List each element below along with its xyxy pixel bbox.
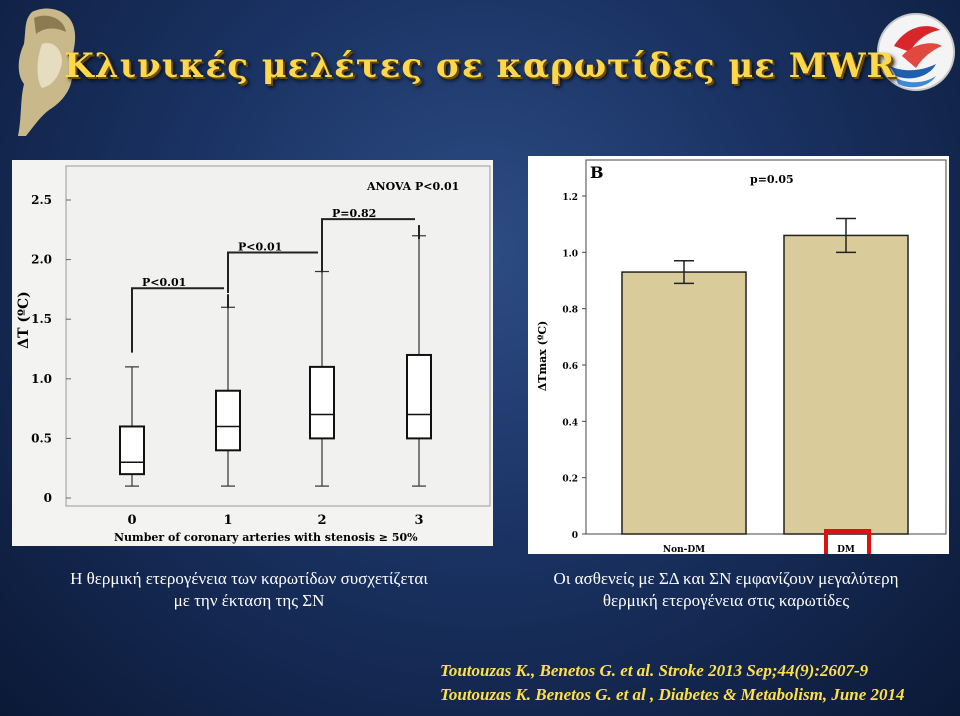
panel-label: B	[590, 163, 604, 182]
slide-title: Κλινικές μελέτες σε καρωτίδες με MWR	[64, 46, 896, 86]
bar-chart: 0 0.2 0.4 0.6 0.8 1.0 1.2 Non-DM DM B p=0.05 ΔT…	[528, 156, 949, 563]
bracket-line	[227, 251, 318, 293]
p-value-label: P=0.82	[332, 207, 376, 220]
box-mark	[309, 270, 335, 487]
x-tick-label: 3	[414, 513, 423, 528]
box-iqr	[215, 389, 241, 452]
boxplot-xlabel: Number of coronary arteries with stenosi…	[114, 531, 418, 544]
y-tick-label: 0.4	[562, 418, 578, 428]
y-tick-label: 2.5	[31, 193, 52, 207]
bracket-line	[131, 287, 224, 353]
bar-svg: 0 0.2 0.4 0.6 0.8 1.0 1.2 Non-DM DM B p=0.05 ΔT…	[536, 159, 947, 563]
x-tick-label: 0	[127, 513, 136, 528]
reference-1: Toutouzas K., Benetos G. et al. Stroke 2…	[440, 661, 869, 680]
boxplot-ylabel: ΔT (ºC)	[16, 291, 32, 349]
caption-right-line-2: θερμική ετερογένεια στις καρωτίδες	[602, 591, 850, 610]
box-iqr	[119, 425, 145, 476]
y-tick-label: 0	[572, 531, 578, 541]
x-tick-label: Non-DM	[663, 545, 705, 554]
x-tick-label: DM	[837, 545, 855, 554]
y-tick-label: 2.0	[31, 253, 52, 267]
box-mark	[406, 235, 432, 487]
p-value-label: P<0.01	[142, 276, 186, 289]
reference-2: Toutouzas K. Benetos G. et al , Diabetes…	[440, 685, 905, 704]
anova-annotation: ANOVA P<0.01	[366, 180, 459, 193]
bar	[783, 234, 909, 535]
y-tick-label: 0.6	[562, 362, 578, 372]
caption-left-line-1: Η θερμική ετερογένεια των καρωτίδων συσχ…	[70, 569, 428, 588]
box-iqr	[406, 353, 432, 440]
y-tick-label: 1.2	[562, 193, 578, 203]
boxplot-chart: 0 0.5 1.0 1.5 2.0 2.5 0 1 2 3 P<0.01 P<0.01 P=0.82 …	[12, 160, 493, 546]
p-value-annotation: p=0.05	[750, 173, 794, 186]
caption-right: Οι ασθενείς με ΣΔ και ΣΝ εμφανίζουν μεγα…	[496, 568, 956, 612]
y-tick-label: 0.5	[31, 431, 52, 445]
university-logo	[18, 8, 76, 136]
boxplot-svg: 00.51.01.52.02.50 1 2 3 P<0.01P<0.01P=0.82 …	[16, 165, 491, 544]
bracket-line	[321, 218, 415, 264]
y-tick-label: 1.0	[31, 372, 52, 386]
y-tick-label: 1.0	[562, 249, 578, 259]
x-tick-label: 1	[223, 513, 232, 528]
caption-left-line-2: με την έκταση της ΣΝ	[173, 591, 325, 610]
caption-right-line-1: Οι ασθενείς με ΣΔ και ΣΝ εμφανίζουν μεγα…	[553, 569, 899, 588]
y-tick-label: 1.5	[31, 312, 52, 326]
y-tick-label: 0.2	[562, 475, 578, 485]
caption-left: Η θερμική ετερογένεια των καρωτίδων συσχ…	[4, 568, 494, 612]
institution-logo	[877, 13, 955, 91]
box-mark	[119, 366, 145, 487]
bar	[621, 271, 747, 535]
box-iqr	[309, 365, 335, 440]
y-tick-label: 0	[44, 491, 52, 505]
x-tick-label: 2	[317, 513, 326, 528]
box-mark	[215, 306, 241, 487]
y-tick-label: 0.8	[562, 306, 578, 316]
p-value-label: P<0.01	[238, 240, 282, 253]
bar-ylabel: ΔTmax (ºC)	[536, 321, 549, 392]
